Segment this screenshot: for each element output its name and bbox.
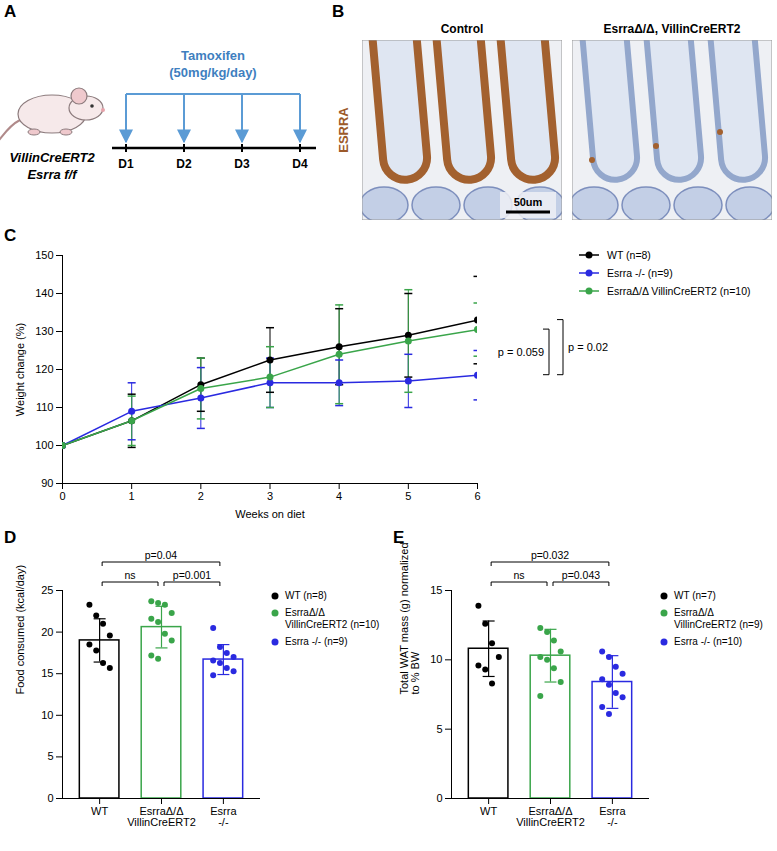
svg-text:10: 10 bbox=[41, 709, 53, 721]
svg-text:0: 0 bbox=[436, 792, 442, 804]
svg-text:50um: 50um bbox=[514, 196, 543, 208]
svg-text:130: 130 bbox=[35, 325, 53, 337]
svg-text:WT: WT bbox=[91, 805, 108, 817]
svg-text:Weight change (%): Weight change (%) bbox=[14, 323, 26, 416]
svg-text:10: 10 bbox=[430, 653, 442, 665]
svg-text:20: 20 bbox=[41, 626, 53, 638]
svg-text:Esrra-/-: Esrra-/- bbox=[599, 805, 626, 828]
svg-text:ESRRA: ESRRA bbox=[336, 107, 351, 153]
svg-text:100: 100 bbox=[35, 439, 53, 451]
svg-text:p=0.001: p=0.001 bbox=[173, 569, 211, 581]
svg-text:p=0.032: p=0.032 bbox=[531, 549, 569, 561]
html-text:Esrra -/- (n=9): Esrra -/- (n=9) bbox=[285, 636, 348, 647]
svg-text:3: 3 bbox=[267, 490, 273, 502]
html-text:WT (n=8): WT (n=8) bbox=[607, 249, 651, 261]
html-text:EsrraΔ/Δ VillinCreERT2 (n=10): EsrraΔ/Δ VillinCreERT2 (n=10) bbox=[607, 285, 751, 297]
svg-text:ns: ns bbox=[514, 569, 525, 581]
svg-text:p=0.04: p=0.04 bbox=[145, 549, 178, 561]
svg-text:0: 0 bbox=[47, 792, 53, 804]
svg-text:15: 15 bbox=[430, 584, 442, 596]
svg-text:WT: WT bbox=[480, 805, 497, 817]
svg-text:1: 1 bbox=[129, 490, 135, 502]
svg-text:D1: D1 bbox=[118, 157, 134, 171]
svg-text:EsrraΔ/ΔVillinCreERT2: EsrraΔ/ΔVillinCreERT2 bbox=[127, 805, 196, 828]
html-text:B: B bbox=[332, 2, 345, 21]
svg-text:150: 150 bbox=[35, 249, 53, 261]
svg-text:Control: Control bbox=[441, 22, 484, 36]
svg-text:D2: D2 bbox=[176, 157, 192, 171]
svg-text:90: 90 bbox=[41, 477, 53, 489]
svg-text:25: 25 bbox=[41, 584, 53, 596]
svg-text:(50mg/kg/day): (50mg/kg/day) bbox=[169, 65, 256, 80]
html-text:D: D bbox=[4, 528, 17, 547]
svg-text:5: 5 bbox=[47, 750, 53, 762]
html-text:Esrra -/- (n=10): Esrra -/- (n=10) bbox=[674, 636, 743, 647]
svg-text:0: 0 bbox=[59, 490, 65, 502]
svg-text:ns: ns bbox=[125, 569, 136, 581]
svg-text:Esrra-/-: Esrra-/- bbox=[210, 805, 237, 828]
svg-text:p = 0.02: p = 0.02 bbox=[568, 341, 608, 353]
svg-text:140: 140 bbox=[35, 287, 53, 299]
svg-text:15: 15 bbox=[41, 667, 53, 679]
svg-text:5: 5 bbox=[405, 490, 411, 502]
svg-text:p=0.043: p=0.043 bbox=[562, 569, 600, 581]
svg-text:5: 5 bbox=[436, 723, 442, 735]
html-text:C: C bbox=[4, 226, 17, 245]
svg-text:2: 2 bbox=[198, 490, 204, 502]
svg-text:Esrra f/f: Esrra f/f bbox=[27, 167, 78, 182]
svg-text:EsrraΔ/Δ, VillinCreERT2: EsrraΔ/Δ, VillinCreERT2 bbox=[603, 22, 740, 36]
svg-text:D3: D3 bbox=[234, 157, 250, 171]
svg-text:Weeks on diet: Weeks on diet bbox=[235, 508, 305, 520]
svg-text:p = 0.059: p = 0.059 bbox=[498, 346, 544, 358]
html-text:WT (n=8): WT (n=8) bbox=[285, 590, 327, 601]
svg-text:Total WAT mass (g) normalizedt: Total WAT mass (g) normalizedto % BW bbox=[398, 542, 421, 694]
svg-text:110: 110 bbox=[36, 401, 54, 413]
html-text:EsrraΔ/Δ VillinCreERT2 (n=10): EsrraΔ/Δ VillinCreERT2 (n=10) bbox=[285, 607, 380, 630]
html-text:EsrraΔ/Δ VillinCreERT2 (n=9): EsrraΔ/Δ VillinCreERT2 (n=9) bbox=[674, 607, 763, 630]
svg-text:Tamoxifen: Tamoxifen bbox=[181, 48, 245, 63]
svg-text:6: 6 bbox=[474, 490, 480, 502]
svg-text:D4: D4 bbox=[292, 157, 308, 171]
html-text:A: A bbox=[4, 2, 17, 21]
svg-text:EsrraΔ/ΔVillinCreERT2: EsrraΔ/ΔVillinCreERT2 bbox=[516, 805, 585, 828]
svg-text:4: 4 bbox=[336, 490, 342, 502]
html-text:E: E bbox=[393, 528, 405, 547]
svg-text:120: 120 bbox=[35, 363, 53, 375]
html-text:Esrra -/- (n=9): Esrra -/- (n=9) bbox=[607, 267, 673, 279]
svg-text:Food consumed (kcal/day): Food consumed (kcal/day) bbox=[14, 565, 26, 695]
html-text:WT (n=7): WT (n=7) bbox=[674, 590, 716, 601]
svg-text:VillinCreERT2: VillinCreERT2 bbox=[9, 150, 95, 165]
